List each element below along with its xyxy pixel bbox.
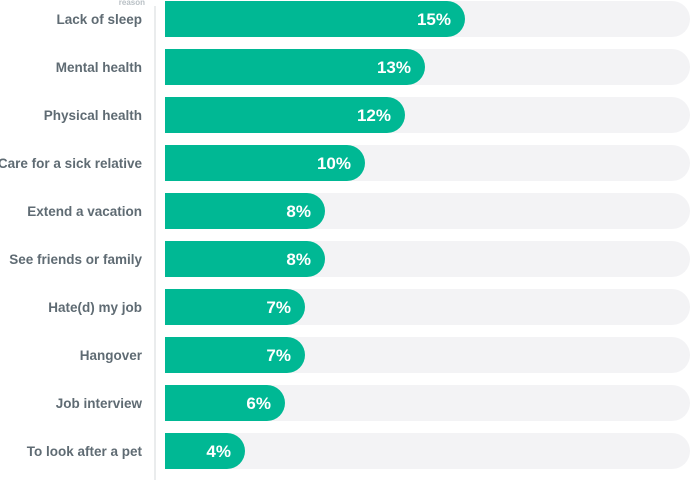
bar xyxy=(165,289,305,325)
value-label: 8% xyxy=(286,202,311,221)
bar-rows: Lack of sleep 15% Mental health 13% Physical… xyxy=(0,1,690,469)
bar xyxy=(165,193,325,229)
bar xyxy=(165,241,325,277)
bar xyxy=(165,49,425,85)
value-label: 12% xyxy=(357,106,391,125)
category-label: Extend a vacation xyxy=(27,204,142,219)
bar-row: Care for a sick relative 10% xyxy=(0,145,690,181)
bar xyxy=(165,1,465,37)
category-label: Mental health xyxy=(56,60,142,75)
value-label: 15% xyxy=(417,10,451,29)
bar-row: Hangover 7% xyxy=(80,337,690,373)
category-label: Hangover xyxy=(80,348,143,363)
value-label: 7% xyxy=(266,346,291,365)
bar xyxy=(165,337,305,373)
bar-track xyxy=(165,433,690,469)
value-label: 10% xyxy=(317,154,351,173)
bar-row: Lack of sleep 15% xyxy=(56,1,690,37)
bar-row: Physical health 12% xyxy=(44,97,690,133)
value-label: 6% xyxy=(246,394,271,413)
bar-track xyxy=(165,385,690,421)
category-label: Care for a sick relative xyxy=(0,156,142,171)
bar xyxy=(165,145,365,181)
axis-title: reason xyxy=(119,0,145,7)
category-axis: reason xyxy=(119,0,156,480)
bar-row: Extend a vacation 8% xyxy=(27,193,690,229)
bar xyxy=(165,97,405,133)
value-label: 8% xyxy=(286,250,311,269)
value-label: 13% xyxy=(377,58,411,77)
bar-row: Mental health 13% xyxy=(56,49,690,85)
category-label: Hate(d) my job xyxy=(48,300,142,315)
category-label: See friends or family xyxy=(9,252,142,267)
bar xyxy=(165,385,285,421)
bar-row: Hate(d) my job 7% xyxy=(48,289,690,325)
bar xyxy=(165,433,245,469)
bar-row: To look after a pet 4% xyxy=(27,433,690,469)
category-label: Job interview xyxy=(56,396,143,411)
category-label: To look after a pet xyxy=(27,444,143,459)
value-label: 7% xyxy=(266,298,291,317)
bar-row: See friends or family 8% xyxy=(9,241,690,277)
bar-row: Job interview 6% xyxy=(56,385,690,421)
category-label: Lack of sleep xyxy=(56,12,142,27)
value-label: 4% xyxy=(206,442,231,461)
category-label: Physical health xyxy=(44,108,142,123)
